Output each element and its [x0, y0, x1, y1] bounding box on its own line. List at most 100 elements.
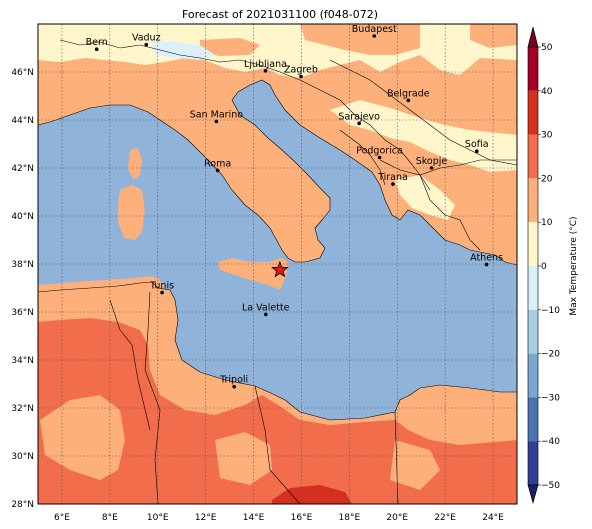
colorbar-band: [528, 353, 538, 398]
colorbar-extend-top: [527, 26, 539, 48]
colorbar-band: [528, 266, 538, 310]
city-label: Tripoli: [219, 375, 248, 386]
balkan-cool-zone: [330, 100, 517, 172]
land-sardinia: [118, 185, 145, 240]
lon-tick-label: 12°E: [195, 513, 217, 523]
lat-tick-label: 42°N: [11, 164, 34, 174]
lat-tick-label: 32°N: [11, 404, 34, 414]
country-borders: [38, 39, 517, 504]
colorbar-tick-label: 40: [541, 87, 553, 97]
city-label: La Valette: [242, 302, 290, 313]
colorbar-tick-label: −10: [541, 306, 560, 316]
city-dot: [160, 290, 164, 295]
lat-tick-label: 34°N: [11, 356, 34, 366]
map-frame: [37, 23, 518, 505]
colorbar: 50 40 30 20 10 0 −10 −20 −30 −40 −50: [527, 26, 560, 505]
alps-warm-patch: [470, 24, 517, 48]
africa-cooler-patch: [215, 432, 272, 485]
city-dot: [474, 149, 479, 153]
city-label: Zagreb: [284, 65, 318, 76]
lon-tick-label: 10°E: [147, 513, 169, 523]
colorbar-band: [528, 178, 538, 223]
city-dot: [406, 98, 411, 103]
colorbar-band: [528, 397, 538, 442]
colorbar-band: [528, 47, 538, 91]
colorbar-band: [528, 441, 538, 485]
alps-warm-patch: [200, 38, 260, 56]
lon-tick-label: 6°E: [54, 513, 70, 523]
lon-tick-label: 24°E: [482, 513, 504, 523]
city-label: Tirana: [377, 172, 408, 183]
city-label: Vaduz: [132, 33, 161, 44]
city-dot: [429, 166, 434, 170]
lat-tick-label: 46°N: [11, 68, 34, 78]
city-label: Belgrade: [387, 88, 430, 99]
colorbar-tick-label: 20: [541, 174, 553, 184]
colorbar-extend-bottom: [527, 484, 539, 505]
colorbar-tick-label: −20: [541, 350, 560, 360]
africa-cooler-patch: [40, 395, 125, 480]
city-label: Roma: [204, 158, 231, 169]
lat-tick-label: 30°N: [11, 452, 34, 462]
colorbar-tick-label: 10: [541, 218, 553, 228]
lon-tick-label: 8°E: [102, 513, 118, 523]
city-dot: [377, 155, 382, 160]
city-dot: [144, 42, 149, 47]
city-label: Tunis: [149, 281, 174, 292]
city-dot: [214, 119, 219, 124]
africa-hot-core: [272, 485, 352, 504]
colorbar-tick-label: −40: [541, 437, 560, 447]
greece-cool-zone: [395, 175, 455, 220]
lat-tick-label: 28°N: [11, 500, 34, 510]
alps-subzero-zone: [150, 40, 215, 60]
axis-ticks: 6°E 8°E 10°E 12°E 14°E 16°E 18°E 20°E 22°E 24°E 28…: [11, 68, 504, 523]
location-star-marker: [271, 260, 289, 278]
city-dot: [357, 121, 361, 126]
colorbar-band: [528, 134, 538, 179]
alps-warm-patch: [300, 24, 420, 55]
city-label: Bern: [86, 37, 108, 48]
coastline: [38, 79, 517, 266]
land-tunisia: [38, 276, 164, 293]
lat-tick-label: 36°N: [11, 308, 34, 318]
city-dot: [215, 168, 220, 173]
lon-tick-label: 16°E: [291, 513, 313, 523]
city-dot: [263, 69, 268, 73]
colorbar-band: [528, 309, 538, 354]
lat-tick-label: 44°N: [11, 116, 34, 126]
colorbar-tick-label: 0: [541, 262, 547, 272]
city-dot: [372, 34, 377, 38]
city-dot: [232, 384, 236, 389]
colorbar-tick-label: 30: [541, 131, 553, 141]
city-label: Athens: [470, 252, 503, 263]
city-label: San Marino: [190, 109, 243, 120]
lat-tick-label: 40°N: [11, 212, 34, 222]
colorbar-band: [528, 222, 538, 266]
city-label: Sofia: [465, 139, 489, 150]
lat-tick-label: 38°N: [11, 260, 34, 270]
city-label: Sarajevo: [338, 111, 380, 122]
city-dot: [299, 74, 303, 79]
colorbar-tick-label: −50: [541, 481, 560, 491]
city-dot: [263, 312, 268, 317]
lon-tick-label: 20°E: [386, 513, 408, 523]
lon-tick-label: 14°E: [243, 513, 265, 523]
city-dot: [484, 262, 489, 267]
colorbar-tick-label: 50: [541, 43, 553, 53]
africa-cooler-patch: [390, 440, 440, 490]
land-corsica: [128, 148, 142, 180]
lon-tick-label: 18°E: [339, 513, 361, 523]
map-gridlines: [38, 24, 517, 504]
city-label: Budapest: [352, 24, 397, 35]
colorbar-tick-label: −30: [541, 393, 560, 403]
figure-title: Forecast of 2021031100 (f048-072): [182, 8, 378, 21]
city-dot: [94, 47, 99, 51]
lon-tick-label: 22°E: [434, 513, 456, 523]
city-label: Ljubljana: [244, 59, 287, 70]
land-sicily: [218, 258, 288, 290]
colorbar-band: [528, 90, 538, 135]
city-dot: [391, 182, 395, 186]
